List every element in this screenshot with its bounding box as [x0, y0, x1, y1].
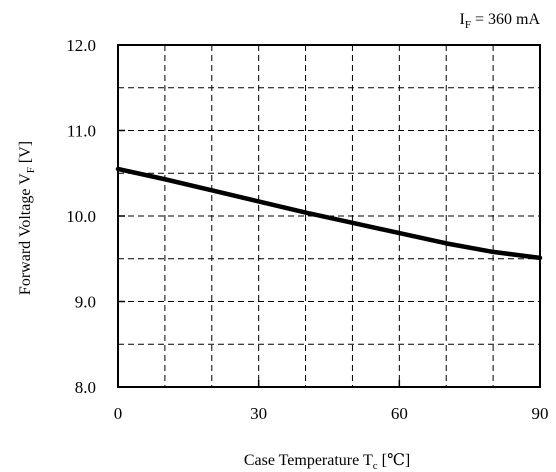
x-tick-label: 90	[532, 404, 549, 423]
tick-labels: 0 30 60 90 8.0 9.0 10.0 11.0 12.0	[66, 36, 548, 423]
y-tick-label: 11.0	[67, 122, 96, 141]
x-axis-title: Case Temperature Tc [℃]	[244, 452, 410, 472]
y-tick-label: 8.0	[75, 378, 96, 397]
y-axis-title: Forward Voltage VF [V]	[17, 141, 37, 295]
x-tick-label: 0	[114, 404, 123, 423]
current-annotation: IF = 360 mA	[460, 11, 541, 31]
x-tick-label: 30	[250, 404, 267, 423]
y-tick-label: 12.0	[66, 36, 96, 55]
ticks	[117, 44, 541, 388]
y-tick-label: 10.0	[66, 207, 96, 226]
series-layer	[115, 166, 543, 261]
y-tick-label: 9.0	[75, 293, 96, 312]
x-tick-label: 60	[391, 404, 408, 423]
grid	[118, 45, 540, 387]
series-line	[115, 166, 543, 261]
